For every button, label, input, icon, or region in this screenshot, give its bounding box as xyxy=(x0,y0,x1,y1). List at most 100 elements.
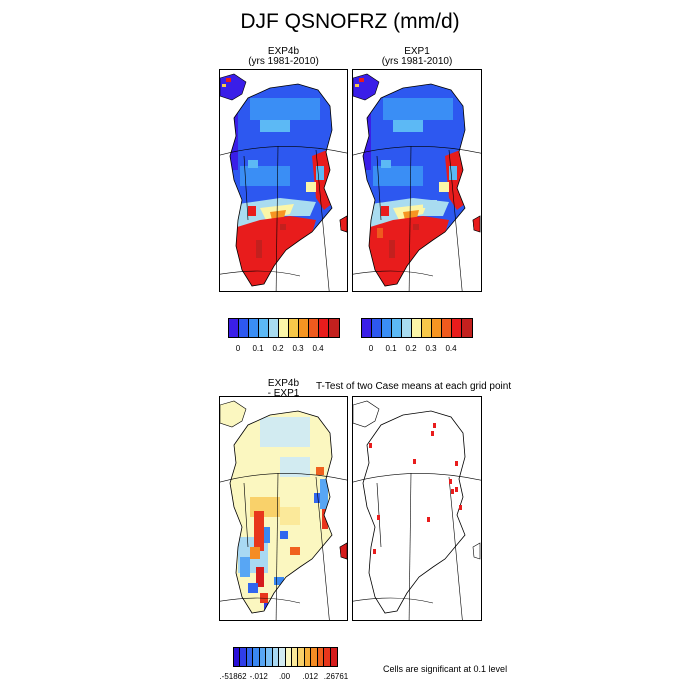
graticule xyxy=(220,472,347,620)
colorbar-diff-swatch-3 xyxy=(253,648,260,666)
colorbar-diff-swatch-11 xyxy=(304,648,312,666)
iceland-coast xyxy=(472,542,481,560)
colorbar-exp1-tick-label: 0.4 xyxy=(445,344,457,353)
colorbar-diff-swatch-1 xyxy=(240,648,247,666)
panel-title-exp4b-line1: EXP4b xyxy=(267,46,300,57)
significance-note: Cells are significant at 0.1 level xyxy=(383,664,508,674)
colorbar-exp4b-swatch-8 xyxy=(309,319,319,337)
colorbar-exp1-tick-label: 0.3 xyxy=(425,344,437,353)
map-panel-exp4b xyxy=(219,69,348,292)
panel-title-exp1-line2: (yrs 1981-2010) xyxy=(381,56,453,67)
colorbar-diff-swatch-14 xyxy=(324,648,331,666)
colorbar-exp4b-swatch-10 xyxy=(329,319,339,337)
significant-cell xyxy=(459,505,462,510)
colorbar-exp4b-labels: 0 0.1 0.2 0.3 0.4 xyxy=(228,344,338,356)
colorbar-diff-swatch-15 xyxy=(330,648,337,666)
significant-cell xyxy=(433,423,436,428)
panel-title-exp4b: EXP4b (yrs 1981-2010) xyxy=(220,47,347,67)
colorbar-exp1-swatch-8 xyxy=(442,319,452,337)
colorbar-diff xyxy=(233,647,338,667)
colorbar-exp4b-tick-label: 0.1 xyxy=(252,344,264,353)
colorbar-exp4b-tick-label: 0.3 xyxy=(292,344,304,353)
colorbar-exp1-swatch-1 xyxy=(372,319,382,337)
significant-cell xyxy=(451,489,454,494)
significant-cell xyxy=(413,459,416,464)
map-panel-ttest xyxy=(352,396,482,621)
colorbar-diff-swatch-2 xyxy=(246,648,254,666)
greenland-coastline xyxy=(229,410,333,614)
significant-cell xyxy=(455,487,458,492)
colorbar-exp1-swatch-5 xyxy=(412,319,422,337)
panel-title-exp1: EXP1 (yrs 1981-2010) xyxy=(353,47,481,67)
greenland-coastline xyxy=(229,83,333,287)
colorbar-exp4b-swatch-4 xyxy=(269,319,279,337)
colorbar-exp1-tick-label: 0 xyxy=(368,344,374,353)
colorbar-exp1-swatch-0 xyxy=(362,319,372,337)
colorbar-diff-swatch-8 xyxy=(285,648,292,666)
colorbar-diff-swatch-7 xyxy=(279,648,286,666)
colorbar-exp1-swatch-10 xyxy=(462,319,472,337)
colorbar-exp1-swatch-2 xyxy=(382,319,392,337)
colorbar-diff-swatch-10 xyxy=(298,648,305,666)
panel-title-diff: EXP4b - EXP1 xyxy=(220,379,347,399)
ellesmere-island xyxy=(220,400,247,428)
map-ttest xyxy=(353,400,481,620)
colorbar-exp4b-swatch-9 xyxy=(319,319,329,337)
colorbar-diff-tick-label: .012 xyxy=(302,672,319,681)
colorbar-diff-swatch-0 xyxy=(234,648,241,666)
ellesmere-island xyxy=(353,400,380,428)
colorbar-diff-swatch-13 xyxy=(317,648,325,666)
significant-cell xyxy=(449,479,452,484)
significant-cell xyxy=(455,461,458,466)
colorbar-diff-tick-label: .-51862 xyxy=(219,672,247,681)
colorbar-diff-tick-label: .00 xyxy=(278,672,291,681)
panel-title-exp1-line1: EXP1 xyxy=(404,46,430,57)
significant-cell xyxy=(427,517,430,522)
colorbar-diff-swatch-6 xyxy=(272,648,280,666)
colorbar-exp1-swatch-9 xyxy=(452,319,462,337)
colorbar-diff-swatch-4 xyxy=(259,648,267,666)
colorbar-exp4b-swatch-7 xyxy=(299,319,309,337)
colorbar-exp1-swatch-3 xyxy=(392,319,402,337)
colorbar-exp4b-swatch-0 xyxy=(229,319,239,337)
significant-cell xyxy=(369,443,372,448)
colorbar-exp1 xyxy=(361,318,473,338)
map-exp4b xyxy=(220,73,347,291)
colorbar-diff-swatch-5 xyxy=(266,648,273,666)
figure-title: DJF QSNOFRZ (mm/d) xyxy=(240,10,460,33)
greenland-coastline xyxy=(362,410,466,614)
colorbar-diff-swatch-12 xyxy=(311,648,318,666)
significant-cell xyxy=(373,549,376,554)
colorbar-diff-tick-label: -.012 xyxy=(249,672,268,681)
colorbar-exp1-tick-label: 0.2 xyxy=(405,344,417,353)
colorbar-exp1-labels: 0 0.1 0.2 0.3 0.4 xyxy=(361,344,471,356)
map-panel-exp1 xyxy=(352,69,482,292)
map-diff xyxy=(220,400,347,620)
panel-title-diff-line2: - EXP1 xyxy=(267,388,300,399)
colorbar-exp4b-swatch-3 xyxy=(259,319,269,337)
map-exp1 xyxy=(353,73,481,291)
colorbar-exp1-swatch-6 xyxy=(422,319,432,337)
map-panel-diff xyxy=(219,396,348,621)
colorbar-exp4b-swatch-2 xyxy=(249,319,259,337)
ttest-title: T-Test of two Case means at each grid po… xyxy=(316,381,512,392)
colorbar-exp4b-tick-label: 0.4 xyxy=(312,344,324,353)
graticule xyxy=(220,145,347,291)
panel-title-exp4b-line2: (yrs 1981-2010) xyxy=(248,56,319,67)
colorbar-diff-swatch-9 xyxy=(291,648,299,666)
significant-cell xyxy=(431,431,434,436)
colorbar-exp4b-swatch-5 xyxy=(279,319,289,337)
greenland-coastline xyxy=(362,83,466,287)
colorbar-exp4b-swatch-6 xyxy=(289,319,299,337)
colorbar-exp4b xyxy=(228,318,340,338)
colorbar-exp1-swatch-4 xyxy=(402,319,412,337)
colorbar-exp4b-tick-label: 0.2 xyxy=(272,344,284,353)
panel-title-diff-line1: EXP4b xyxy=(267,378,300,389)
colorbar-exp1-tick-label: 0.1 xyxy=(385,344,397,353)
graticule xyxy=(353,472,481,620)
colorbar-exp4b-swatch-1 xyxy=(239,319,249,337)
colorbar-diff-labels: .-51862 -.012 .00 .012 .26761 xyxy=(219,672,348,684)
colorbar-exp1-swatch-7 xyxy=(432,319,442,337)
significant-cell xyxy=(377,515,380,520)
colorbar-exp4b-tick-label: 0 xyxy=(235,344,241,353)
